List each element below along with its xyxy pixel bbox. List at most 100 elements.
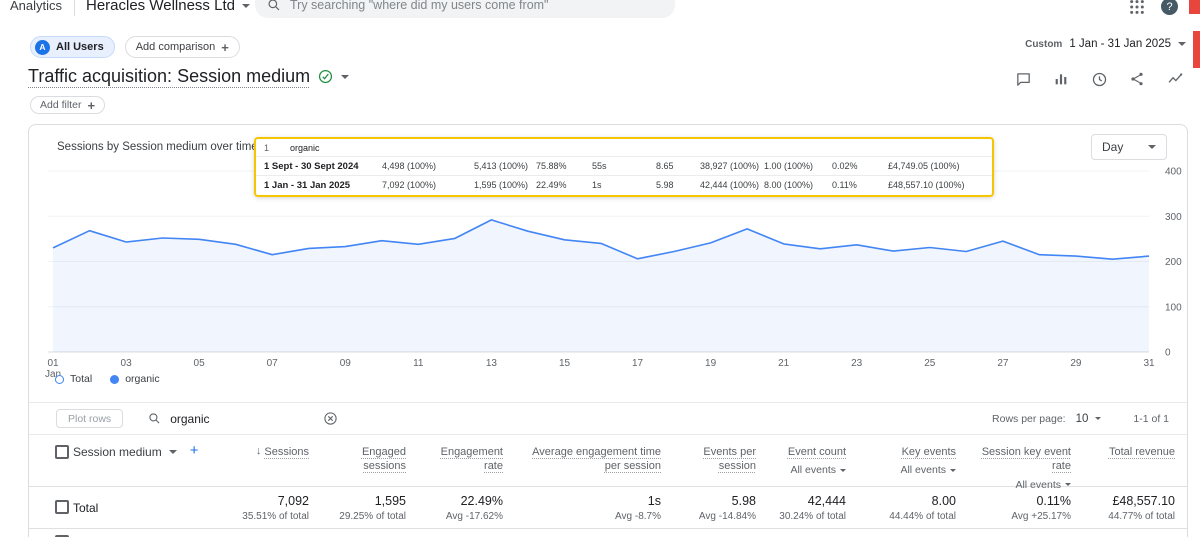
chevron-down-icon [242,4,250,8]
total-value: 42,444 [808,494,846,508]
tooltip-date-label: 1 Jan - 31 Jan 2025 [256,180,382,191]
add-filter-button[interactable]: Add filter + [30,96,105,114]
svg-text:15: 15 [559,358,571,369]
column-header-key-events[interactable]: Key eventsAll events [860,435,970,491]
column-header-session-key-event-rate[interactable]: Session key event rateAll events [970,435,1085,491]
table-row [29,529,1187,537]
search-input[interactable] [290,0,663,12]
table-search-input[interactable] [170,412,280,426]
svg-text:17: 17 [632,358,644,369]
total-cell-engagement-rate: 22.49%Avg -17.62% [420,487,517,528]
tooltip-data-row: 1 Sept - 30 Sept 20244,498 (100%)5,413 (… [256,156,992,175]
chart-tooltip: 1organic1 Sept - 30 Sept 20244,498 (100%… [254,137,994,197]
insights-icon[interactable] [1166,70,1184,88]
annotation-marker [1193,31,1200,68]
chevron-down-icon[interactable] [341,75,349,79]
svg-text:400: 400 [1165,167,1182,178]
total-row-checkbox[interactable] [55,500,69,514]
total-sub-label: Avg +25.17% [1011,511,1071,522]
svg-text:200: 200 [1165,257,1182,268]
legend-filled-dot-icon [110,375,119,384]
apps-grid-icon[interactable] [1129,0,1145,15]
rows-per-page-select[interactable]: 10 [1076,413,1102,425]
plot-rows-button[interactable]: Plot rows [56,409,123,428]
rows-per-page-label: Rows per page: [992,413,1066,425]
add-comparison-button[interactable]: Add comparison + [125,36,240,58]
svg-text:21: 21 [778,358,790,369]
total-sub-label: Avg -8.7% [615,511,661,522]
total-value: 22.49% [461,494,503,508]
total-row-checkbox-cell [29,487,73,528]
data-quality-icon[interactable] [318,69,333,84]
legend-item-total[interactable]: Total [55,373,92,385]
clear-search-icon[interactable] [323,411,338,426]
help-icon[interactable]: ? [1161,0,1178,15]
legend-item-organic[interactable]: organic [110,373,159,385]
plus-icon: + [221,40,229,55]
chevron-down-icon [1148,145,1156,149]
svg-text:11: 11 [413,358,424,369]
svg-text:09: 09 [340,358,352,369]
total-cell-events-per-session: 5.98Avg -14.84% [675,487,770,528]
tooltip-metric-value: 4,498 (100%) [382,161,474,171]
select-all-checkbox[interactable] [55,445,69,459]
column-header-event-count[interactable]: Event countAll events [770,435,860,491]
svg-text:05: 05 [194,358,206,369]
svg-text:29: 29 [1070,358,1082,369]
total-value: 8.00 [932,494,956,508]
report-card: Sessions by Session medium over time Day… [28,124,1188,537]
tooltip-metric-value: 1.00 (100%) [764,161,832,171]
tooltip-metric-value: 5.98 [656,180,700,190]
sort-descending-icon: ↓ [256,445,262,457]
column-header-events-per-session[interactable]: Events per session [675,435,770,491]
dimension-header[interactable]: Session medium + [73,435,223,491]
chevron-down-icon [950,469,956,472]
column-header-average-engagement-time-per-session[interactable]: Average engagement time per session [517,435,675,491]
add-secondary-dimension-icon[interactable]: + [190,445,199,457]
event-filter-key-events[interactable]: All events [900,464,956,476]
total-cell-average-engagement-time-per-session: 1sAvg -8.7% [517,487,675,528]
page-title: Traffic acquisition: Session medium [28,66,310,87]
plus-icon: + [87,98,95,113]
tooltip-metric-value: 75.88% [536,161,592,171]
share-icon[interactable] [1128,70,1146,88]
svg-text:0: 0 [1165,348,1171,359]
column-header-engagement-rate[interactable]: Engagement rate [420,435,517,491]
comment-icon[interactable] [1014,70,1032,88]
chevron-down-icon [1095,417,1101,420]
total-cell-engaged-sessions: 1,59529.25% of total [323,487,420,528]
report-builder-icon[interactable] [1052,70,1070,88]
granularity-select[interactable]: Day [1091,134,1167,160]
table-header-row: Session medium + ↓SessionsEngaged sessio… [29,435,1187,487]
account-switcher[interactable]: Heracles Wellness Ltd [86,0,250,14]
tooltip-metric-value: 0.02% [832,161,888,171]
column-header-total-revenue[interactable]: Total revenue [1085,435,1189,491]
tooltip-metric-value: 55s [592,161,656,171]
column-header-sessions[interactable]: ↓Sessions [223,435,323,491]
total-sub-label: Avg -14.84% [699,511,756,522]
comparison-controls: A All Users Add comparison + [30,36,240,58]
event-filter-event-count[interactable]: All events [790,464,846,476]
pagination-status: 1-1 of 1 [1133,413,1169,425]
tooltip-metric-value: 0.11% [832,180,888,190]
total-value: 7,092 [278,494,309,508]
table-search[interactable] [148,411,338,426]
tooltip-metric-value: £48,557.10 (100%) [888,180,996,190]
tooltip-header-row: 1organic [256,139,992,156]
history-icon[interactable] [1090,70,1108,88]
total-value: 1,595 [375,494,406,508]
svg-text:23: 23 [851,358,863,369]
analytics-brand[interactable]: Analytics [10,0,62,13]
segment-chip-all-users[interactable]: A All Users [30,36,115,58]
dimension-header-label: Session medium [73,445,162,459]
date-range-picker[interactable]: Custom 1 Jan - 31 Jan 2025 [1025,38,1186,50]
event-filter-label: All events [790,464,836,476]
select-all-cell [29,435,73,491]
svg-text:300: 300 [1165,212,1182,223]
column-header-engaged-sessions[interactable]: Engaged sessions [323,435,420,491]
svg-text:27: 27 [997,358,1009,369]
total-cell-sessions: 7,09235.51% of total [223,487,323,528]
tooltip-metric-value: £4,749.05 (100%) [888,161,996,171]
global-search[interactable] [255,0,675,18]
annotation-marker [1189,0,1200,14]
